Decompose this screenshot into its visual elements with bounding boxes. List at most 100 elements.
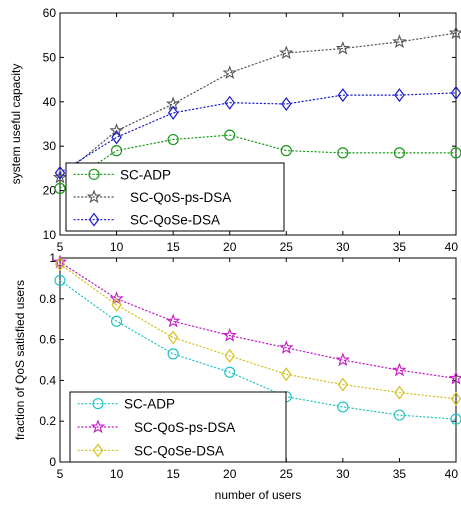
data-point [394,385,405,400]
legend-label: SC-QoS-ps-DSA [134,420,235,435]
x-tick-label: 20 [223,467,237,481]
data-point [335,40,351,55]
y-tick-label: 0.8 [39,292,56,306]
series-SC-QoSe-DSA [54,85,461,180]
y-tick-label: 1 [49,251,56,265]
data-point [279,45,294,60]
legend-marker [92,443,104,458]
data-point [280,145,292,157]
y-tick-label: 0 [49,455,56,469]
x-tick-label: 30 [336,240,350,254]
data-point [394,88,405,103]
legend-marker [88,168,100,180]
x-tick-label: 35 [393,467,407,481]
data-point [281,367,292,382]
data-point [279,340,294,354]
series-line [59,92,457,174]
legend-marker [92,398,104,410]
data-point [392,34,407,48]
legend-label: SC-ADP [124,397,175,412]
x-tick-label: 40 [445,240,459,254]
data-point [54,257,66,272]
data-point [448,25,461,40]
series-line [59,261,457,379]
series-line [59,32,457,178]
series-line [59,263,457,400]
x-tick-label: 20 [223,240,237,254]
legend-label: SC-ADP [120,167,171,182]
legend-label: SC-QoSe-DSA [134,443,224,458]
y-tick-label: 60 [43,6,57,20]
series-SC-QoS-ps-DSA [52,25,461,184]
data-point [54,165,66,180]
legend-marker [88,212,100,227]
data-point [450,391,461,406]
x-tick-label: 5 [57,467,64,481]
y-axis-label: system useful capacity [9,64,23,185]
y-tick-label: 40 [43,95,57,109]
data-point [167,105,179,120]
data-point [110,315,123,327]
series-line [59,134,457,189]
legend-label: SC-QoSe-DSA [130,213,220,228]
data-point [450,85,461,100]
y-tick-label: 0.2 [39,414,56,428]
x-tick-label: 5 [57,240,64,254]
legend-label: SC-QoS-ps-DSA [130,190,231,205]
x-tick-label: 25 [280,240,294,254]
legend: SC-ADP SC-QoS-ps-DSA SC-QoSe-DSA [65,162,285,232]
data-point [337,377,349,392]
data-point [167,330,179,345]
y-tick-label: 20 [43,184,57,198]
data-point [224,129,236,141]
data-point [109,291,124,305]
data-point [392,362,407,377]
x-tick-label: 15 [166,467,180,481]
data-point [110,145,123,157]
data-point [222,327,237,342]
x-tick-label: 10 [110,240,124,254]
data-point [222,65,237,80]
chart-panel-2: 5 10 15 20 25 30 35 40 0 0.2 0.4 0.6 0.8 1 fraction of… [13,251,461,502]
data-point [167,133,179,146]
x-tick-label: 15 [166,240,180,254]
data-point [224,348,235,363]
y-tick-label: 10 [43,228,57,242]
data-point [109,123,124,137]
data-point [281,97,292,112]
y-tick-label: 30 [43,139,57,153]
legend-marker [90,419,106,434]
series-SC-QoS-ps-DSA [52,254,461,385]
data-point [337,147,349,159]
data-point [450,413,461,425]
data-point [224,366,236,378]
series-line [59,279,457,420]
x-tick-label: 30 [336,467,350,481]
data-point [393,409,406,421]
data-point [111,130,122,145]
data-point [393,147,406,159]
y-axis-label: fraction of QoS satisfied users [13,280,27,440]
series-SC-ADP [54,129,461,194]
data-point [54,274,66,287]
x-tick-label: 35 [393,240,407,254]
x-tick-label: 25 [280,467,294,481]
x-axis-label: number of users [215,488,302,502]
data-point [337,88,349,103]
data-point [167,348,179,360]
legend: SC-ADP SC-QoS-ps-DSA SC-QoSe-DSA [69,391,287,463]
y-tick-label: 0.4 [39,373,56,387]
x-tick-label: 10 [110,467,124,481]
data-point [54,182,66,194]
y-tick-label: 0.6 [39,333,56,347]
legend-marker [86,189,102,204]
series-SC-QoSe-DSA [54,257,461,406]
data-point [448,370,461,385]
data-point [165,313,181,328]
data-point [111,297,122,312]
data-point [335,352,351,367]
data-point [450,147,461,159]
y-tick-label: 50 [43,50,57,64]
